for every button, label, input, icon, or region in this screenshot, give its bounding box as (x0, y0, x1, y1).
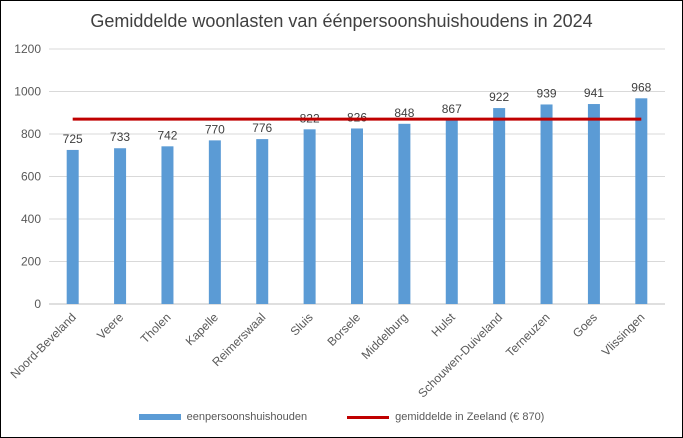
data-label: 939 (537, 86, 557, 100)
data-label: 725 (63, 132, 83, 146)
data-label: 826 (347, 110, 367, 124)
bar (208, 140, 221, 304)
x-tick-label: Kapelle (183, 310, 221, 348)
bar (66, 149, 79, 304)
x-tick-label: Veere (94, 310, 126, 342)
legend: eenpersoonshuishouden gemiddelde in Zeel… (1, 411, 682, 423)
bar (635, 98, 648, 304)
legend-label-average: gemiddelde in Zeeland (€ 870) (395, 411, 545, 423)
bar (587, 104, 600, 304)
y-tick-label: 0 (34, 297, 41, 311)
data-label: 867 (442, 102, 462, 116)
x-tick-label: Noord-Beveland (8, 310, 79, 381)
data-label: 941 (584, 86, 604, 100)
x-tick-label: Tholen (138, 310, 174, 346)
y-tick-label: 800 (21, 127, 41, 141)
bar (540, 104, 553, 305)
bar (161, 146, 174, 304)
bar (303, 129, 316, 304)
x-tick-label: Goes (570, 310, 600, 340)
x-tick-label: Borsele (324, 310, 363, 349)
data-label: 733 (110, 130, 130, 144)
data-label: 922 (489, 90, 509, 104)
legend-item-bars: eenpersoonshuishouden (138, 411, 308, 423)
y-tick-label: 1000 (14, 85, 41, 99)
bar (114, 148, 127, 304)
x-tick-label: Hulst (429, 310, 459, 340)
data-label: 968 (631, 80, 651, 94)
bar (398, 123, 411, 304)
y-tick-label: 1200 (14, 42, 41, 56)
legend-item-average: gemiddelde in Zeeland (€ 870) (347, 411, 544, 423)
x-tick-label: Schouwen-Duiveland (415, 310, 505, 400)
x-tick-label: Middelburg (359, 310, 411, 362)
bar (493, 108, 506, 304)
data-label: 770 (205, 122, 225, 136)
data-label: 848 (394, 106, 414, 120)
legend-swatch-bars (138, 414, 181, 420)
chart-title: Gemiddelde woonlasten van éénpersoonshui… (90, 11, 593, 31)
data-label: 742 (157, 128, 177, 142)
bar (256, 139, 269, 304)
legend-label-bars: eenpersoonshuishouden (186, 411, 308, 423)
bar (445, 119, 458, 304)
data-label: 776 (252, 121, 272, 135)
bar (351, 128, 363, 304)
y-tick-label: 200 (21, 255, 41, 269)
y-tick-label: 400 (21, 212, 41, 226)
x-tick-label: Vlissingen (599, 310, 648, 359)
y-tick-label: 600 (21, 170, 41, 184)
legend-swatch-average (347, 415, 390, 419)
x-tick-label: Terneuzen (503, 310, 553, 360)
x-tick-label: Sluis (287, 310, 315, 338)
